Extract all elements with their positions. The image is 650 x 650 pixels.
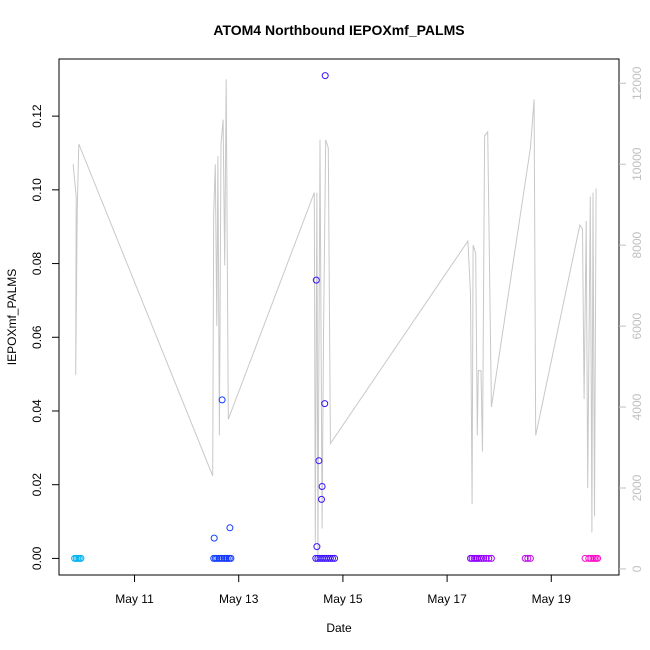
data-point — [587, 554, 595, 562]
data-point — [526, 554, 534, 562]
y-tick-label: 0.12 — [30, 104, 44, 128]
x-tick-label: May 11 — [115, 592, 154, 606]
y2-tick-label: 0 — [630, 565, 644, 572]
y2-tick-label: 6000 — [630, 312, 644, 339]
data-point — [482, 554, 490, 562]
chart-title: ATOM4 Northbound IEPOXmf_PALMS — [213, 22, 464, 38]
data-point — [218, 396, 226, 404]
y2-tick-label: 8000 — [630, 231, 644, 258]
data-point — [210, 534, 218, 542]
data-point — [318, 483, 326, 490]
y-axis-left: 0.00 0.02 0.04 0.06 0.08 0.10 0.12 — [30, 104, 60, 570]
x-tick-label: May 19 — [532, 592, 572, 606]
data-point — [468, 554, 476, 562]
data-point — [521, 554, 529, 562]
y-axis-right: 0 2000 4000 6000 8000 10000 12000 — [619, 66, 644, 572]
data-point — [329, 554, 336, 562]
data-point — [227, 554, 235, 562]
plot-layer — [71, 72, 602, 562]
x-tick-label: May 15 — [323, 592, 363, 606]
x-tick-label: May 17 — [427, 592, 467, 606]
y-tick-label: 0.06 — [30, 325, 44, 349]
data-point — [524, 554, 532, 562]
data-point — [326, 554, 334, 562]
y-tick-label: 0.10 — [30, 178, 44, 202]
data-point — [594, 554, 602, 562]
y-tick-label: 0.02 — [30, 473, 44, 497]
y-tick-label: 0.00 — [30, 546, 44, 570]
data-point — [77, 554, 85, 562]
y-tick-label: 0.04 — [30, 399, 44, 423]
data-point — [485, 554, 493, 562]
data-point — [480, 554, 488, 562]
data-point — [226, 524, 234, 532]
data-point — [331, 554, 339, 562]
data-point — [487, 554, 495, 562]
y2-tick-label: 12000 — [630, 66, 644, 100]
data-point — [315, 457, 323, 465]
data-point — [321, 400, 329, 408]
y-tick-label: 0.08 — [30, 252, 44, 276]
data-point — [223, 554, 231, 562]
x-tick-label: May 13 — [219, 592, 259, 606]
y2-tick-label: 2000 — [630, 474, 644, 501]
x-axis-label: Date — [326, 621, 352, 635]
data-point — [478, 554, 485, 562]
x-axis: May 11 May 13 May 15 May 17 May 19 — [115, 574, 572, 606]
data-point — [475, 554, 483, 562]
data-point — [318, 495, 325, 503]
data-point — [213, 554, 221, 562]
y-axis-label: IEPOXmf_PALMS — [5, 269, 19, 365]
data-point — [218, 554, 226, 562]
secondary-line-series — [72, 79, 597, 557]
data-point — [312, 276, 320, 284]
y2-tick-label: 10000 — [630, 147, 644, 181]
y2-tick-label: 4000 — [630, 393, 644, 420]
data-point — [321, 72, 329, 80]
data-point — [313, 543, 321, 551]
